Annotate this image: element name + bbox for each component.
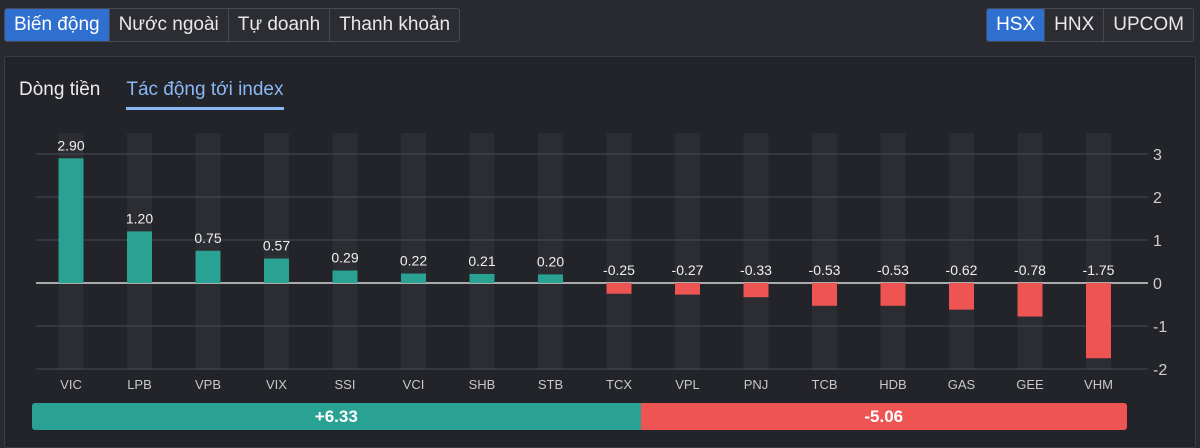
column-stripe — [812, 133, 837, 370]
x-tick-gas: GAS — [948, 377, 976, 392]
data-label-vpl: -0.27 — [672, 262, 704, 278]
data-label-vix: 0.57 — [263, 237, 290, 253]
bar-tcb — [812, 283, 837, 306]
column-stripe — [264, 133, 289, 370]
y-tick-label: 1 — [1153, 233, 1162, 250]
data-label-shb: 0.21 — [468, 253, 495, 269]
subtab-tac-dong-toi-index[interactable]: Tác động tới index — [126, 79, 284, 110]
gridlines — [36, 153, 1148, 370]
exchange-tabs: HSX HNX UPCOM — [986, 8, 1194, 42]
x-tick-vpb: VPB — [195, 377, 221, 392]
tab-upcom[interactable]: UPCOM — [1104, 9, 1193, 41]
index-impact-chart: 2.90 1.20 0.75 0.57 0.29 0.22 0.21 0.20 -0.25 -0.… — [36, 133, 1168, 392]
positive-total: +6.33 — [32, 403, 641, 430]
tab-tu-doanh[interactable]: Tự doanh — [228, 9, 331, 41]
x-tick-vic: VIC — [60, 377, 82, 392]
x-tick-pnj: PNJ — [744, 377, 769, 392]
bar-tcx — [606, 283, 632, 294]
bar-vpl — [675, 283, 700, 295]
bar-lpb — [127, 231, 152, 283]
x-tick-vpl: VPL — [675, 377, 700, 392]
y-tick-label: 2 — [1153, 190, 1162, 207]
x-tick-stb: STB — [538, 377, 563, 392]
tab-bien-dong[interactable]: Biến động — [5, 9, 110, 41]
column-stripe — [538, 133, 563, 370]
bar-gas — [949, 283, 974, 310]
x-tick-ssi: SSI — [335, 377, 356, 392]
bar-vci — [401, 273, 426, 283]
subtabs: Dòng tiền Tác động tới index — [19, 79, 284, 110]
column-stripe — [1017, 133, 1043, 370]
data-label-lpb: 1.20 — [126, 210, 153, 226]
y-tick-label: 3 — [1153, 147, 1162, 164]
x-tick-vix: VIX — [266, 377, 287, 392]
bar-vpb — [195, 250, 221, 283]
column-stripe — [606, 133, 632, 370]
column-stripe — [743, 133, 769, 370]
bar-ssi — [332, 270, 358, 283]
bar-gee — [1017, 283, 1043, 317]
data-label-tcb: -0.53 — [809, 262, 841, 278]
x-tick-tcx: TCX — [606, 377, 632, 392]
tab-hsx[interactable]: HSX — [987, 9, 1046, 41]
data-label-hdb: -0.53 — [877, 262, 909, 278]
tab-nuoc-ngoai[interactable]: Nước ngoài — [109, 9, 229, 41]
data-label-vic: 2.90 — [57, 137, 84, 153]
subtab-dong-tien[interactable]: Dòng tiền — [19, 79, 101, 100]
tab-thanh-khoan[interactable]: Thanh khoản — [330, 9, 460, 41]
data-label-vci: 0.22 — [400, 253, 427, 269]
x-tick-lpb: LPB — [127, 377, 152, 392]
data-label-pnj: -0.33 — [740, 262, 772, 278]
bar-vix — [264, 258, 289, 283]
bars — [58, 158, 1111, 359]
bar-stb — [538, 274, 563, 283]
impact-summary-bar: +6.33 -5.06 — [32, 403, 1127, 430]
x-tick-vhm: VHM — [1084, 377, 1113, 392]
data-label-vpb: 0.75 — [194, 230, 221, 246]
x-tick-labels: VIC LPB VPB VIX SSI VCI SHB STB TCX VPL PNJ TCB HDB G… — [60, 377, 1113, 392]
data-label-ssi: 0.29 — [331, 250, 358, 266]
tab-hnx[interactable]: HNX — [1045, 9, 1105, 41]
y-tick-label: -2 — [1153, 362, 1167, 379]
y-tick-label: 0 — [1153, 276, 1162, 293]
column-stripe — [675, 133, 700, 370]
bar-vhm — [1086, 283, 1111, 359]
column-stripe — [880, 133, 906, 370]
column-stripe — [332, 133, 358, 370]
data-labels: 2.90 1.20 0.75 0.57 0.29 0.22 0.21 0.20 -0.25 -0.… — [57, 137, 1114, 278]
x-tick-hdb: HDB — [879, 377, 906, 392]
bar-shb — [469, 273, 495, 283]
x-tick-tcb: TCB — [812, 377, 838, 392]
bar-vic — [58, 158, 84, 283]
x-tick-gee: GEE — [1016, 377, 1044, 392]
x-tick-vci: VCI — [403, 377, 425, 392]
data-label-vhm: -1.75 — [1083, 262, 1115, 278]
x-tick-shb: SHB — [469, 377, 496, 392]
negative-total: -5.06 — [640, 403, 1127, 430]
y-tick-labels: 3 2 1 0 -1 -2 — [1153, 147, 1167, 379]
data-label-gas: -0.62 — [946, 262, 978, 278]
data-label-stb: 0.20 — [537, 253, 564, 269]
data-label-gee: -0.78 — [1014, 262, 1046, 278]
bar-pnj — [743, 283, 769, 298]
data-label-tcx: -0.25 — [603, 262, 635, 278]
y-tick-label: -1 — [1153, 319, 1167, 336]
bar-hdb — [880, 283, 906, 306]
column-stripe — [469, 133, 495, 370]
market-view-tabs: Biến động Nước ngoài Tự doanh Thanh khoả… — [4, 8, 461, 42]
column-stripe — [949, 133, 974, 370]
column-stripe — [401, 133, 426, 370]
